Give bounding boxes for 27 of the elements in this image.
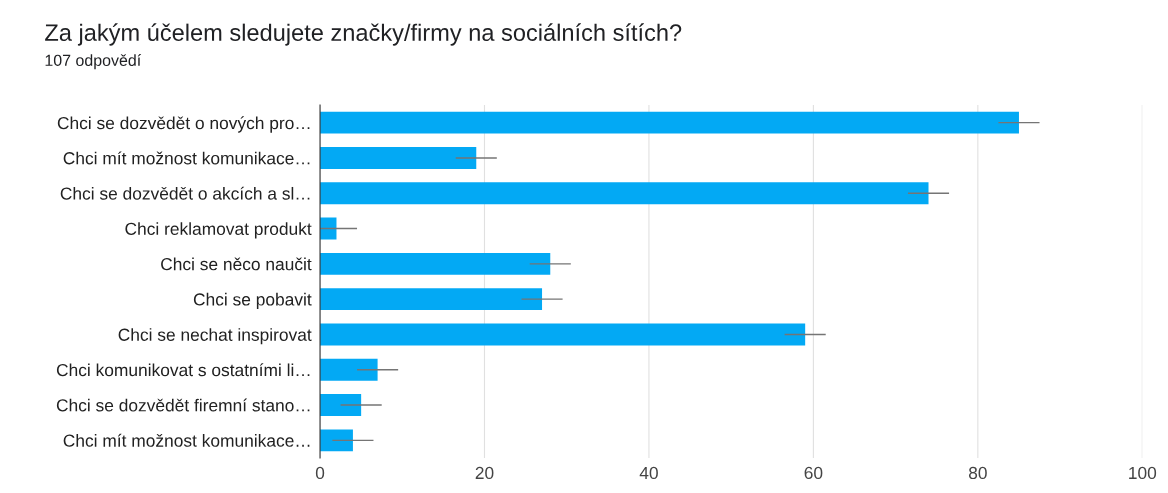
y-tick-label: Chci se dozvědět o akcích a sl…: [60, 186, 310, 200]
x-tick-label: 20: [475, 466, 494, 480]
y-tick-label: Chci se pobavit: [193, 292, 312, 310]
bar: [320, 429, 353, 452]
bar: [320, 288, 543, 311]
x-tick-label: 80: [968, 466, 987, 480]
y-tick-label: Chci mít možnost komunikace…: [63, 433, 310, 447]
bar: [320, 323, 806, 346]
bar: [320, 394, 362, 416]
y-tick-label: Chci se nechat inspirovat: [118, 328, 312, 345]
y-tick-label: Chci se něco naučit: [161, 257, 312, 271]
x-tick-label: 60: [804, 466, 823, 480]
x-tick-label: 0: [315, 466, 325, 480]
bar: [320, 147, 477, 169]
x-tick-label: 40: [639, 466, 658, 480]
y-tick-label: Chci reklamovat produkt: [125, 222, 312, 239]
bar: [320, 111, 1019, 134]
y-tick-label: Chci se dozvědět o nových pro…: [57, 116, 310, 133]
bar: [320, 358, 378, 381]
text: 107 odpovědí: [45, 54, 142, 70]
y-tick-label: Chci komunikovat s ostatními li…: [56, 363, 310, 377]
bar: [320, 252, 551, 275]
chart-title: Za jakým účelem sledujete značky/firmy na sociálních sítích?: [45, 23, 682, 46]
y-tick-label: Chci se dozvědět firemní stano…: [56, 398, 310, 412]
x-tick-label: 100: [1129, 466, 1157, 480]
bar: [320, 182, 929, 205]
y-tick-label: Chci mít možnost komunikace…: [63, 151, 310, 165]
